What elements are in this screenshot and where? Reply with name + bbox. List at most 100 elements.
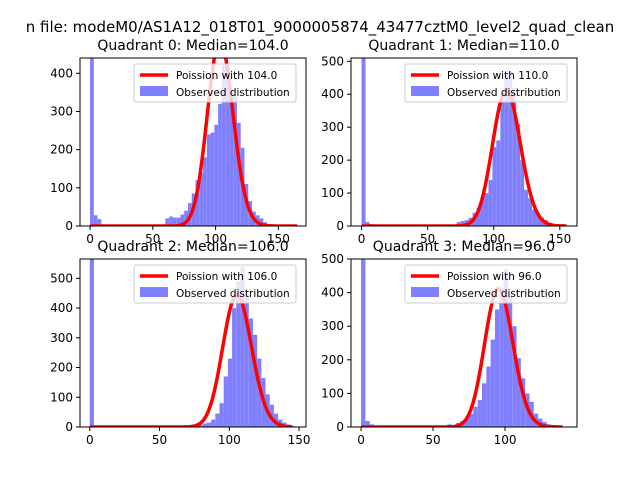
histogram-bar [516, 358, 521, 427]
histogram-bar [273, 413, 279, 427]
y-tick-label: 400 [50, 66, 73, 80]
axes-frame [79, 258, 307, 428]
histogram-bar [520, 378, 526, 427]
subplot-grid: 0 50 100 150 0 100 200 300 400 Quadrant 0: Median… [50, 38, 578, 447]
legend-frame [404, 264, 568, 304]
histogram-bar [221, 65, 226, 226]
x-tick-label: 0 [358, 232, 366, 246]
histogram-series [361, 58, 568, 226]
histogram-bar [236, 281, 241, 427]
histogram-bar [89, 259, 94, 427]
x-tick-label: 0 [86, 433, 94, 447]
histogram-bar [476, 207, 481, 226]
histogram-bar [508, 71, 513, 226]
legend-swatch-patch [140, 86, 168, 96]
histogram-bar [532, 209, 537, 226]
figure-suptitle: n file: modeM0/AS1A12_018T01_9000005874_… [26, 18, 615, 37]
histogram-bar [184, 210, 188, 226]
histogram-bar [365, 222, 370, 226]
histogram-bar [477, 400, 482, 427]
histogram-bar [500, 100, 505, 226]
legend-swatch-patch [140, 287, 168, 297]
x-tick-label: 100 [482, 232, 505, 246]
histogram-bar [524, 189, 529, 226]
histogram-bar [480, 196, 485, 226]
histogram-bar [210, 132, 215, 226]
histogram-bar [198, 424, 203, 427]
histogram-bar [464, 418, 470, 427]
subplot-title: Quadrant 2: Median=106.0 [97, 239, 288, 255]
legend-label: Poission with 96.0 [447, 271, 542, 283]
subplot-title: Quadrant 0: Median=104.0 [97, 38, 288, 54]
histogram-bar [93, 215, 98, 226]
y-tick-label: 300 [321, 120, 344, 134]
histogram-bar [361, 58, 366, 226]
subplot-quadrant-3: 0 50 100 0 100 200 300 400 500 Quadrant 3: Median… [321, 239, 578, 447]
legend-label: Observed distribution [447, 288, 561, 300]
histogram-bar [223, 376, 228, 427]
y-tick-label: 200 [321, 153, 344, 167]
subplot-title: Quadrant 1: Median=110.0 [368, 38, 559, 54]
y-tick-label: 200 [321, 353, 344, 367]
histogram-bar [211, 419, 216, 427]
legend-label: Poission with 106.0 [176, 271, 277, 283]
subplot-quadrant-0: 0 50 100 150 0 100 200 300 400 Quadrant 0: Median… [50, 38, 307, 246]
histogram-bar [233, 96, 237, 226]
histogram-bar [473, 406, 478, 427]
y-tick-label: 400 [321, 87, 344, 101]
histogram-bar [206, 422, 212, 427]
y-tick-label: 100 [50, 390, 73, 404]
histogram-bar [494, 309, 500, 427]
y-tick-label: 100 [50, 181, 73, 195]
x-tick-label: 100 [218, 433, 241, 447]
y-tick-label: 100 [321, 386, 344, 400]
histogram-bar [227, 358, 233, 427]
y-tick-label: 0 [336, 420, 344, 434]
histogram-bar [244, 294, 249, 427]
histogram-bar [504, 74, 509, 226]
x-tick-label: 150 [288, 433, 311, 447]
histogram-bar [516, 123, 521, 226]
x-tick-label: 0 [86, 232, 94, 246]
histogram-bar [203, 157, 207, 226]
histogram-bar [195, 180, 200, 226]
y-tick-label: 300 [321, 319, 344, 333]
axes-frame [79, 57, 307, 227]
subplot-quadrant-2: 0 50 100 150 0 100 200 300 400 500 Quadrant 2: Med… [50, 239, 310, 447]
histogram-bar [176, 217, 181, 226]
histogram-bar [460, 221, 465, 226]
y-tick-label: 100 [321, 186, 344, 200]
histogram-bar [536, 212, 540, 226]
poisson-curve [360, 287, 563, 427]
y-tick-label: 500 [50, 271, 73, 285]
subplot-quadrant-1: 0 50 100 150 0 100 200 300 400 500 Quadrant 1: Med… [321, 38, 578, 246]
histogram-bar [290, 425, 295, 427]
histogram-bar [496, 140, 501, 226]
histogram-bar [492, 146, 497, 226]
legend-frame [133, 63, 297, 103]
histogram-bar [172, 217, 177, 226]
histogram-series [361, 259, 556, 427]
histogram-bar [225, 73, 230, 226]
histogram-bar [488, 179, 493, 226]
histogram-bar [365, 420, 370, 427]
histogram-bar [206, 134, 211, 226]
y-tick-label: 300 [50, 331, 73, 345]
x-tick-label: 100 [494, 433, 517, 447]
x-tick-label: 0 [357, 433, 365, 447]
histogram-bar [240, 266, 245, 427]
y-tick-label: 200 [50, 361, 73, 375]
histogram-bar [232, 308, 237, 427]
x-tick-label: 50 [425, 433, 440, 447]
legend-label: Poission with 110.0 [447, 70, 548, 82]
histogram-bar [90, 58, 94, 226]
histogram-bar [528, 198, 533, 226]
x-tick-label: 50 [145, 232, 160, 246]
legend-frame [404, 63, 568, 103]
histogram-bar [180, 214, 185, 226]
x-tick-label: 150 [267, 232, 290, 246]
legend-frame [133, 264, 297, 304]
legend-label: Observed distribution [447, 87, 561, 99]
axes-frame [350, 57, 578, 227]
